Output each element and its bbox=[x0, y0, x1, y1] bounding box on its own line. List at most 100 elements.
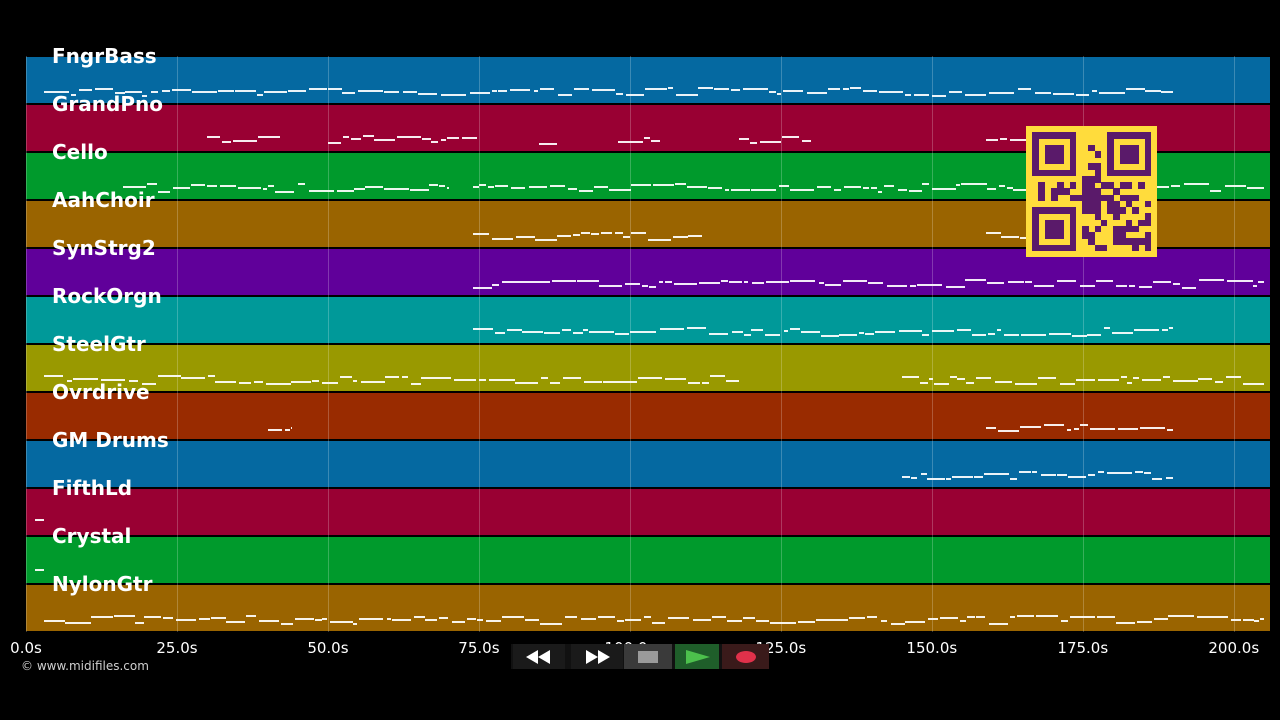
note bbox=[1024, 281, 1032, 284]
qr-module bbox=[1125, 182, 1133, 189]
qr-module bbox=[1069, 232, 1077, 239]
note bbox=[625, 93, 645, 96]
note bbox=[358, 618, 384, 621]
note bbox=[790, 328, 800, 331]
qr-module bbox=[1107, 207, 1114, 214]
note bbox=[874, 330, 895, 333]
qr-module bbox=[1057, 207, 1064, 214]
qr-module bbox=[1119, 182, 1127, 189]
note bbox=[472, 233, 490, 236]
qr-module bbox=[1094, 200, 1102, 208]
note bbox=[728, 281, 742, 284]
note bbox=[686, 327, 706, 330]
record-button[interactable] bbox=[722, 644, 769, 669]
gridline bbox=[931, 56, 933, 632]
track-row-rockorgn[interactable] bbox=[26, 297, 1270, 343]
note bbox=[218, 89, 235, 92]
note bbox=[528, 281, 550, 284]
note bbox=[135, 622, 145, 625]
qr-module bbox=[1125, 132, 1133, 139]
qr-module bbox=[1044, 219, 1052, 227]
note bbox=[952, 475, 973, 478]
note bbox=[1151, 478, 1162, 481]
rewind-icon bbox=[526, 649, 550, 664]
note bbox=[258, 136, 280, 139]
note bbox=[198, 617, 210, 620]
qr-module bbox=[1069, 194, 1077, 202]
note bbox=[1034, 285, 1054, 288]
note bbox=[922, 183, 930, 186]
qr-module bbox=[1144, 163, 1152, 171]
note bbox=[1199, 279, 1224, 282]
note bbox=[593, 186, 609, 189]
note bbox=[1037, 376, 1057, 379]
note bbox=[562, 328, 572, 331]
note bbox=[90, 616, 114, 619]
note bbox=[1096, 280, 1113, 283]
note bbox=[1168, 327, 1174, 330]
qr-module bbox=[1038, 132, 1046, 139]
note bbox=[321, 382, 338, 385]
qr-module bbox=[1119, 157, 1127, 164]
qr-module bbox=[1113, 207, 1120, 214]
note bbox=[294, 618, 314, 621]
fast-forward-button[interactable] bbox=[571, 644, 623, 669]
note bbox=[528, 185, 548, 188]
note bbox=[583, 328, 588, 331]
note bbox=[453, 379, 476, 382]
track-row-nylongtr[interactable] bbox=[26, 585, 1270, 631]
note bbox=[257, 186, 262, 189]
qr-module bbox=[1100, 244, 1108, 252]
note bbox=[567, 187, 578, 190]
play-button[interactable] bbox=[675, 644, 719, 669]
note bbox=[818, 282, 825, 285]
track-row-steelgtr[interactable] bbox=[26, 345, 1270, 391]
track-row-gm-drums[interactable] bbox=[26, 441, 1270, 487]
track-row-fngrbass[interactable] bbox=[26, 57, 1270, 103]
stop-button[interactable] bbox=[624, 644, 672, 669]
note bbox=[275, 190, 295, 193]
qr-module bbox=[1094, 150, 1102, 158]
note bbox=[1013, 188, 1030, 191]
track-row-fifthld[interactable] bbox=[26, 489, 1270, 535]
note bbox=[653, 183, 674, 186]
qr-module bbox=[1044, 232, 1052, 239]
note bbox=[751, 328, 764, 331]
note bbox=[1072, 334, 1088, 337]
qr-module bbox=[1069, 157, 1077, 164]
qr-module bbox=[1057, 132, 1064, 139]
qr-module bbox=[1125, 219, 1133, 227]
note bbox=[637, 376, 662, 379]
note bbox=[1079, 285, 1095, 288]
note bbox=[485, 619, 501, 622]
note bbox=[702, 382, 710, 385]
qr-module bbox=[1132, 169, 1139, 177]
note bbox=[1134, 471, 1143, 474]
note bbox=[777, 93, 782, 96]
note bbox=[1089, 428, 1116, 431]
note bbox=[1004, 333, 1019, 336]
rewind-button[interactable] bbox=[513, 644, 565, 669]
track-label: SteelGtr bbox=[52, 332, 146, 356]
note bbox=[308, 189, 335, 192]
note bbox=[843, 87, 850, 90]
fast-forward-icon bbox=[586, 649, 610, 664]
qr-module bbox=[1069, 225, 1077, 233]
qr-module bbox=[1144, 138, 1152, 146]
note bbox=[909, 189, 923, 192]
note bbox=[540, 376, 548, 379]
note bbox=[1140, 427, 1165, 430]
note bbox=[479, 378, 486, 381]
qr-module bbox=[1144, 132, 1152, 139]
note bbox=[540, 87, 554, 90]
note bbox=[1182, 286, 1197, 289]
note bbox=[351, 138, 361, 141]
note bbox=[783, 89, 804, 92]
qr-code[interactable] bbox=[1026, 126, 1157, 257]
track-row-ovrdrive[interactable] bbox=[26, 393, 1270, 439]
note bbox=[901, 476, 910, 479]
note bbox=[725, 379, 739, 382]
track-row-crystal[interactable] bbox=[26, 537, 1270, 583]
note bbox=[850, 87, 861, 90]
qr-module bbox=[1063, 244, 1071, 252]
